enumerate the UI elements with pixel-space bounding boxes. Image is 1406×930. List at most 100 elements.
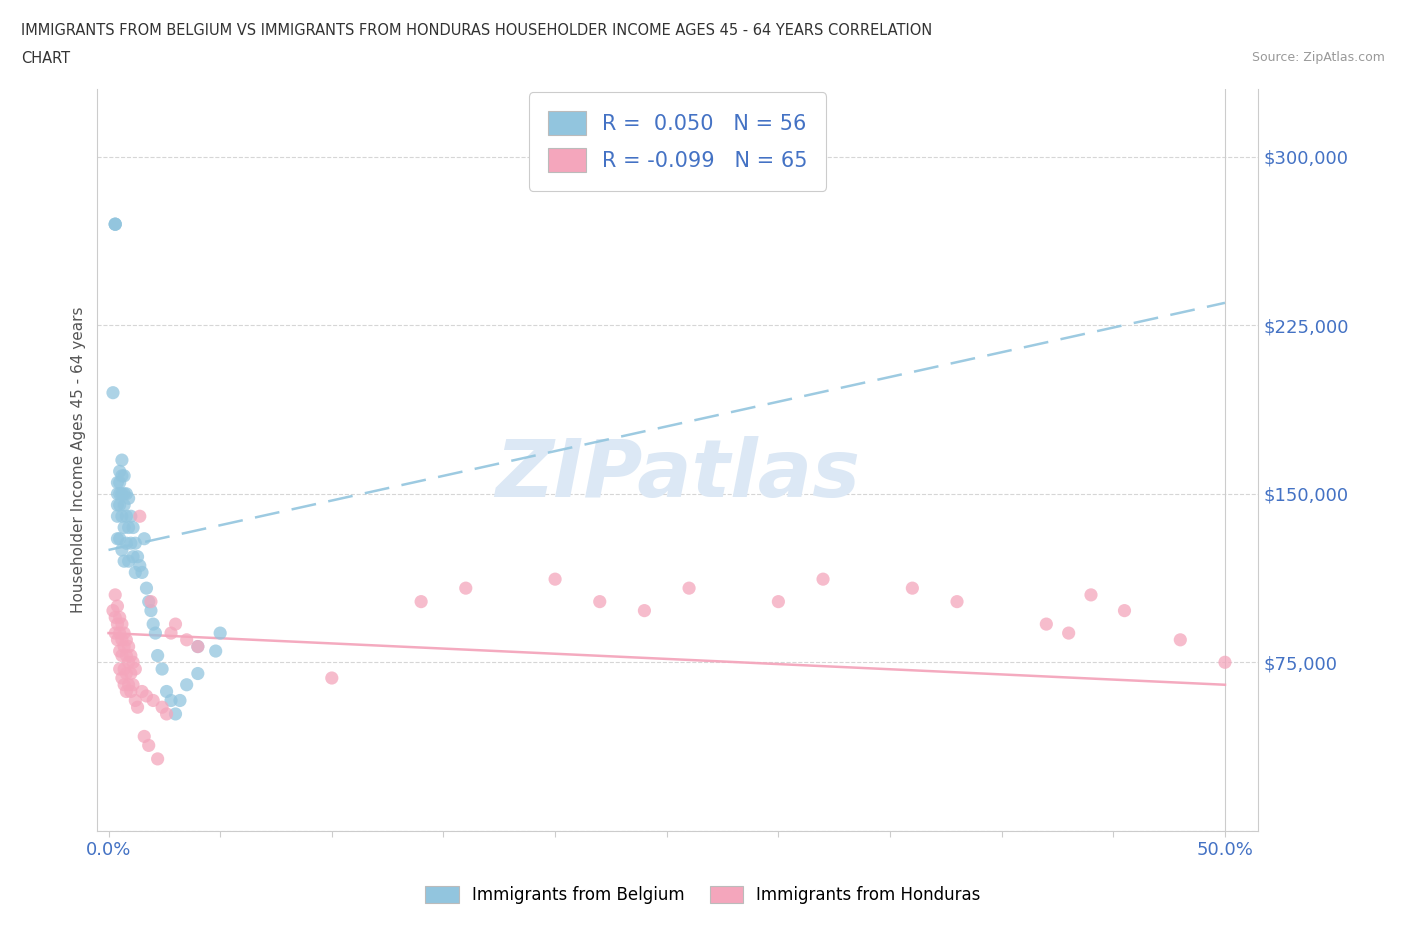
Point bbox=[120, 684, 142, 699]
Point bbox=[104, 217, 127, 232]
Point bbox=[176, 677, 198, 692]
Point bbox=[108, 475, 131, 490]
Point bbox=[1114, 604, 1136, 618]
Point bbox=[128, 509, 150, 524]
Point bbox=[112, 498, 135, 512]
Point bbox=[108, 610, 131, 625]
Point bbox=[120, 509, 142, 524]
Point bbox=[768, 594, 790, 609]
Point bbox=[145, 626, 167, 641]
Point bbox=[127, 550, 149, 565]
Point bbox=[111, 469, 134, 484]
Point bbox=[122, 550, 145, 565]
Point bbox=[115, 632, 138, 647]
Point bbox=[122, 655, 145, 670]
Point bbox=[108, 498, 131, 512]
Point bbox=[117, 639, 139, 654]
Point bbox=[101, 385, 124, 400]
Point bbox=[107, 531, 129, 546]
Point bbox=[160, 626, 183, 641]
Point bbox=[150, 699, 173, 714]
Point bbox=[120, 536, 142, 551]
Point bbox=[187, 639, 209, 654]
Point bbox=[112, 626, 135, 641]
Point bbox=[131, 684, 153, 699]
Point bbox=[101, 604, 124, 618]
Point bbox=[117, 520, 139, 535]
Point bbox=[1168, 632, 1191, 647]
Point bbox=[104, 217, 127, 232]
Point bbox=[150, 661, 173, 676]
Point bbox=[142, 617, 165, 631]
Point bbox=[589, 594, 612, 609]
Point bbox=[138, 594, 160, 609]
Point bbox=[142, 693, 165, 708]
Point bbox=[411, 594, 433, 609]
Point bbox=[107, 486, 129, 501]
Point bbox=[321, 671, 343, 685]
Point bbox=[209, 626, 232, 641]
Point bbox=[111, 617, 134, 631]
Point bbox=[112, 469, 135, 484]
Point bbox=[115, 684, 138, 699]
Point bbox=[1213, 655, 1236, 670]
Point bbox=[111, 632, 134, 647]
Point bbox=[678, 580, 700, 595]
Point bbox=[111, 509, 134, 524]
Point bbox=[146, 751, 169, 766]
Point bbox=[115, 666, 138, 681]
Point bbox=[104, 588, 127, 603]
Point bbox=[108, 531, 131, 546]
Point bbox=[107, 475, 129, 490]
Point bbox=[146, 648, 169, 663]
Point bbox=[112, 677, 135, 692]
Point bbox=[811, 572, 834, 587]
Text: CHART: CHART bbox=[21, 51, 70, 66]
Point bbox=[134, 729, 156, 744]
Point bbox=[946, 594, 969, 609]
Point bbox=[111, 453, 134, 468]
Point bbox=[135, 580, 157, 595]
Point bbox=[124, 536, 146, 551]
Point bbox=[155, 707, 177, 722]
Point bbox=[160, 693, 183, 708]
Point bbox=[1080, 588, 1102, 603]
Point bbox=[204, 644, 226, 658]
Point bbox=[124, 661, 146, 676]
Point bbox=[108, 644, 131, 658]
Point bbox=[544, 572, 567, 587]
Text: ZIPatlas: ZIPatlas bbox=[495, 436, 860, 514]
Point bbox=[112, 661, 135, 676]
Point bbox=[139, 604, 162, 618]
Point bbox=[122, 677, 145, 692]
Point bbox=[107, 599, 129, 614]
Point bbox=[454, 580, 477, 595]
Point bbox=[120, 648, 142, 663]
Point bbox=[111, 671, 134, 685]
Point bbox=[124, 565, 146, 580]
Point bbox=[1057, 626, 1080, 641]
Point bbox=[104, 217, 127, 232]
Point bbox=[107, 617, 129, 631]
Point bbox=[134, 531, 156, 546]
Point bbox=[165, 617, 187, 631]
Point bbox=[108, 486, 131, 501]
Point bbox=[112, 553, 135, 568]
Point bbox=[1035, 617, 1057, 631]
Point bbox=[104, 626, 127, 641]
Point bbox=[112, 639, 135, 654]
Point bbox=[115, 648, 138, 663]
Point bbox=[108, 464, 131, 479]
Legend: Immigrants from Belgium, Immigrants from Honduras: Immigrants from Belgium, Immigrants from… bbox=[418, 878, 988, 912]
Point bbox=[111, 648, 134, 663]
Point bbox=[108, 661, 131, 676]
Y-axis label: Householder Income Ages 45 - 64 years: Householder Income Ages 45 - 64 years bbox=[72, 307, 86, 614]
Legend: R =  0.050   N = 56, R = -0.099   N = 65: R = 0.050 N = 56, R = -0.099 N = 65 bbox=[529, 92, 827, 191]
Point bbox=[169, 693, 191, 708]
Point bbox=[117, 677, 139, 692]
Text: Source: ZipAtlas.com: Source: ZipAtlas.com bbox=[1251, 51, 1385, 64]
Point bbox=[117, 655, 139, 670]
Text: IMMIGRANTS FROM BELGIUM VS IMMIGRANTS FROM HONDURAS HOUSEHOLDER INCOME AGES 45 -: IMMIGRANTS FROM BELGIUM VS IMMIGRANTS FR… bbox=[21, 23, 932, 38]
Point bbox=[135, 688, 157, 703]
Point bbox=[901, 580, 924, 595]
